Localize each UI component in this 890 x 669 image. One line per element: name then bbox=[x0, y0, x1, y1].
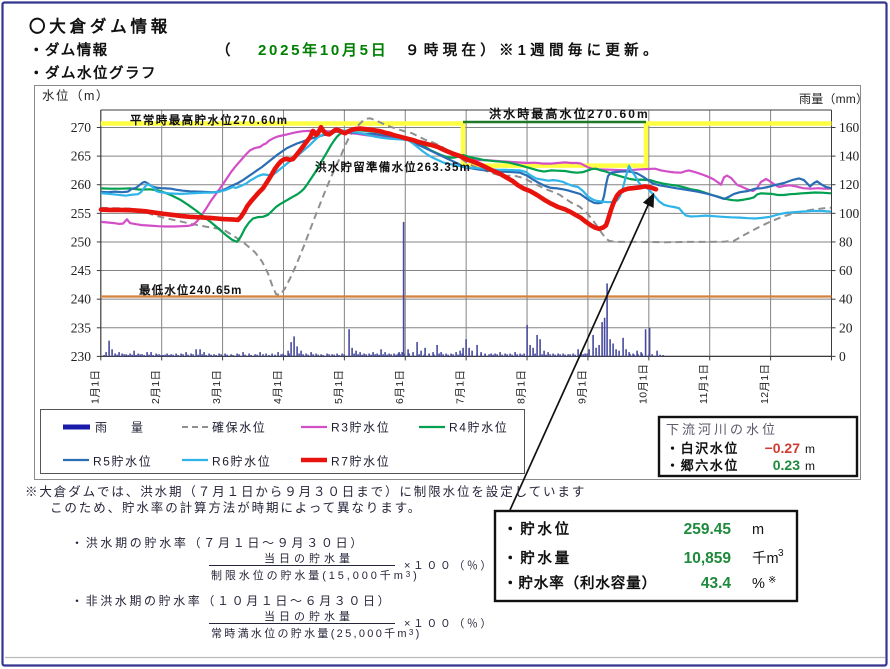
svg-text:250: 250 bbox=[71, 234, 92, 249]
svg-text:260: 260 bbox=[71, 177, 92, 192]
svg-text:1月1日: 1月1日 bbox=[89, 370, 101, 404]
svg-text:12月1日: 12月1日 bbox=[759, 364, 771, 404]
svg-text:洪水貯留準備水位263.35m: 洪水貯留準備水位263.35m bbox=[315, 160, 471, 174]
svg-text:230: 230 bbox=[71, 349, 92, 364]
svg-text:100: 100 bbox=[839, 206, 860, 221]
svg-text:R4貯水位: R4貯水位 bbox=[449, 420, 508, 435]
svg-text:4月1日: 4月1日 bbox=[272, 370, 284, 404]
svg-text:・貯水量: ・貯水量 bbox=[503, 549, 572, 567]
svg-text:R5貯水位: R5貯水位 bbox=[93, 454, 152, 469]
svg-text:・貯水率（利水容量）: ・貯水率（利水容量） bbox=[503, 574, 657, 592]
svg-text:%: % bbox=[752, 576, 765, 592]
svg-text:8月1日: 8月1日 bbox=[516, 370, 528, 404]
svg-text:雨 量: 雨 量 bbox=[95, 421, 149, 435]
svg-text:下流河川の水位: 下流河川の水位 bbox=[666, 422, 778, 437]
svg-text:80: 80 bbox=[839, 234, 853, 249]
svg-text:259.45: 259.45 bbox=[684, 521, 732, 538]
svg-text:6月1日: 6月1日 bbox=[394, 370, 406, 404]
svg-text:※: ※ bbox=[768, 575, 776, 586]
svg-text:m: m bbox=[752, 522, 764, 538]
svg-text:洪水時最高水位270.60m: 洪水時最高水位270.60m bbox=[489, 106, 650, 121]
svg-text:・郷六水位: ・郷六水位 bbox=[666, 458, 739, 473]
svg-text:R3貯水位: R3貯水位 bbox=[331, 420, 390, 435]
svg-text:R7貯水位: R7貯水位 bbox=[331, 454, 390, 469]
svg-text:255: 255 bbox=[71, 206, 92, 221]
svg-text:m: m bbox=[805, 442, 815, 456]
svg-text:−0.27: −0.27 bbox=[765, 440, 801, 456]
svg-text:2月1日: 2月1日 bbox=[150, 370, 162, 404]
svg-text:平常時最高貯水位270.60m: 平常時最高貯水位270.60m bbox=[130, 113, 288, 127]
svg-text:千m: 千m bbox=[752, 550, 779, 567]
svg-text:m: m bbox=[805, 459, 815, 473]
svg-text:3: 3 bbox=[778, 548, 784, 559]
svg-text:10月1日: 10月1日 bbox=[637, 364, 649, 404]
svg-text:最低水位240.65m: 最低水位240.65m bbox=[139, 283, 243, 297]
svg-text:43.4: 43.4 bbox=[701, 575, 732, 592]
svg-text:0: 0 bbox=[839, 349, 846, 364]
svg-text:140: 140 bbox=[839, 149, 860, 164]
svg-text:確保水位: 確保水位 bbox=[212, 420, 266, 435]
svg-text:40: 40 bbox=[839, 292, 853, 307]
svg-text:9月1日: 9月1日 bbox=[576, 370, 588, 404]
svg-text:245: 245 bbox=[71, 263, 92, 278]
svg-text:120: 120 bbox=[839, 177, 860, 192]
svg-text:20: 20 bbox=[839, 320, 853, 335]
svg-text:・貯水位: ・貯水位 bbox=[503, 520, 572, 538]
svg-text:235: 235 bbox=[71, 320, 92, 335]
svg-text:11月1日: 11月1日 bbox=[698, 364, 710, 404]
svg-text:雨量（mm）: 雨量（mm） bbox=[799, 92, 868, 106]
svg-text:5月1日: 5月1日 bbox=[333, 370, 345, 404]
svg-text:265: 265 bbox=[71, 149, 92, 164]
svg-text:7月1日: 7月1日 bbox=[455, 370, 467, 404]
svg-text:R6貯水位: R6貯水位 bbox=[212, 454, 271, 469]
svg-text:10,859: 10,859 bbox=[684, 550, 732, 567]
svg-text:270: 270 bbox=[71, 120, 92, 135]
svg-text:160: 160 bbox=[839, 120, 860, 135]
svg-text:・白沢水位: ・白沢水位 bbox=[666, 441, 739, 456]
svg-text:60: 60 bbox=[839, 263, 853, 278]
svg-text:水位（m）: 水位（m） bbox=[42, 88, 110, 103]
svg-text:0.23: 0.23 bbox=[773, 457, 800, 473]
svg-text:240: 240 bbox=[71, 292, 92, 307]
svg-text:3月1日: 3月1日 bbox=[211, 370, 223, 404]
